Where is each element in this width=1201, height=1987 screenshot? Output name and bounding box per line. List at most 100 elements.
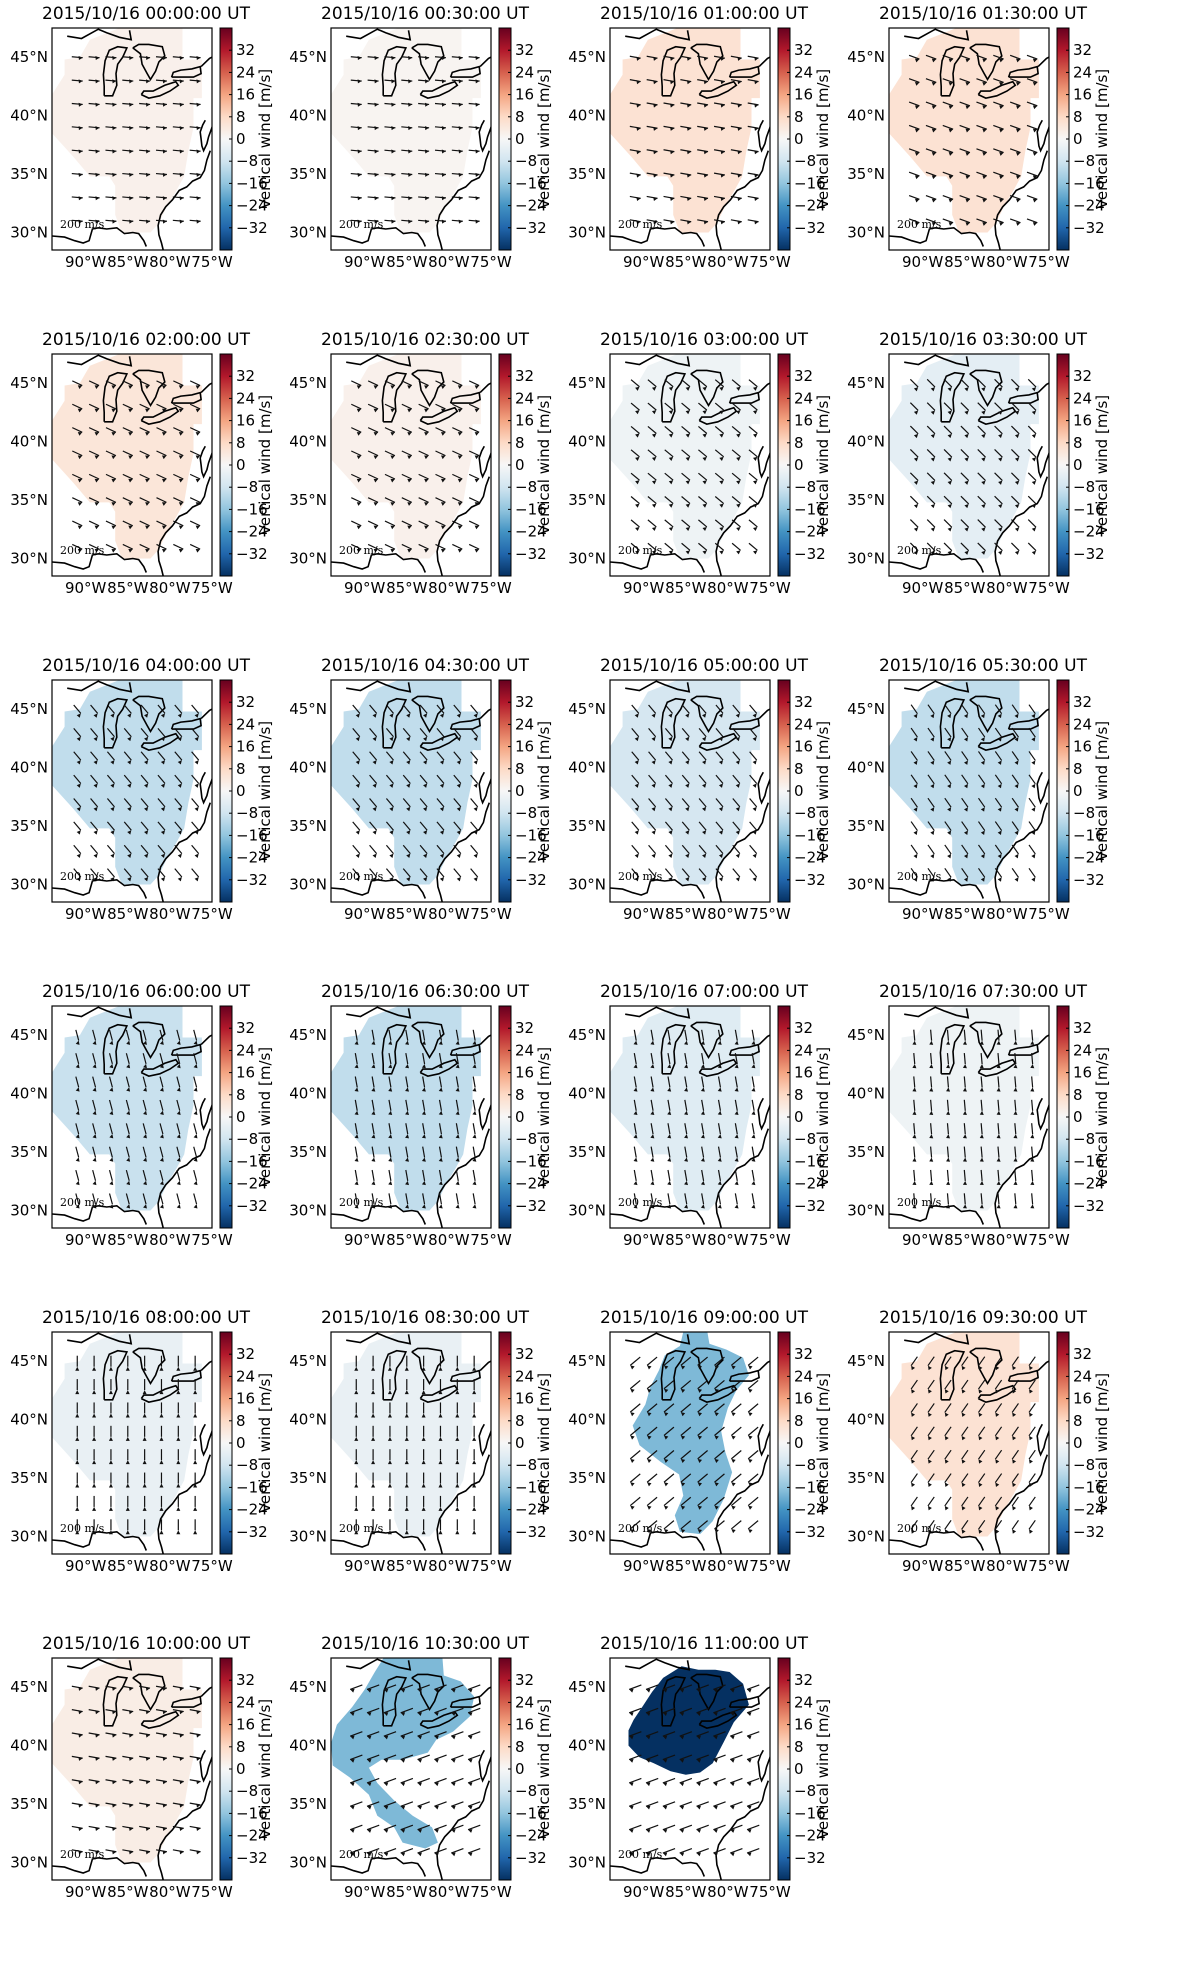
colorbar-tick-label: 0 [1073, 1108, 1083, 1126]
lat-tick-label: 30°N [568, 1853, 606, 1871]
colorbar-tick-label: 0 [236, 130, 246, 148]
colorbar-tick-label: 8 [515, 108, 525, 126]
lon-tick-label: 85°W [107, 1557, 149, 1575]
colorbar-tick-label: −24 [794, 1175, 826, 1193]
coastline [969, 695, 1003, 733]
map-panel: 2015/10/16 00:30:00 UT 200 m/s 45°N 40°N 35°… [279, 0, 558, 326]
wind-arrows [75, 1355, 198, 1535]
colorbar-tick-label: 16 [794, 738, 813, 756]
coastline [436, 1780, 491, 1880]
colorbar-tick-label: 32 [1073, 1345, 1092, 1363]
lon-tick-label: 80°W [986, 1231, 1028, 1249]
colorbar-tick-label: 16 [515, 1390, 534, 1408]
coastline [449, 1695, 481, 1708]
coastline [346, 354, 412, 367]
colorbar-tick-label: 8 [236, 1086, 246, 1104]
coastline [199, 1749, 212, 1783]
coastline [889, 20, 902, 24]
lon-tick-label: 80°W [707, 1557, 749, 1575]
colorbar-label: Vertical wind [m/s] [814, 395, 832, 535]
lat-tick-label: 45°N [568, 1352, 606, 1370]
lat-tick-label: 35°N [568, 491, 606, 509]
colorbar-tick-label: −24 [1073, 849, 1105, 867]
lat-tick-label: 35°N [568, 1795, 606, 1813]
colorbar-tick-label: 24 [515, 63, 534, 81]
colorbar-tick-label: −24 [1073, 523, 1105, 541]
colorbar-tick-label: 16 [794, 1390, 813, 1408]
colorbar-tick-label: 16 [794, 86, 813, 104]
coastline [660, 45, 687, 97]
coastline [889, 672, 902, 676]
colorbar-tick-label: 16 [236, 738, 255, 756]
lat-tick-label: 30°N [10, 875, 48, 893]
colorbar-tick-label: 32 [794, 1345, 813, 1363]
lon-tick-label: 85°W [107, 905, 149, 923]
coastline [1007, 717, 1039, 730]
lon-tick-label: 85°W [944, 1557, 986, 1575]
lon-tick-label: 85°W [107, 579, 149, 597]
quiver-key: 200 m/s [60, 1848, 105, 1861]
colorbar-label: Vertical wind [m/s] [256, 1373, 274, 1513]
coastline [52, 1324, 65, 1328]
map-svg: 200 m/s 45°N 40°N 35°N 30°N 90°W 85°W 80°W 75°W 3… [10, 346, 274, 597]
colorbar-tick-label: 24 [1073, 63, 1092, 81]
colorbar-tick-label: −16 [1073, 826, 1105, 844]
coastline [199, 119, 212, 153]
lon-tick-label: 85°W [665, 905, 707, 923]
lon-tick-label: 85°W [386, 253, 428, 271]
coastline [331, 672, 344, 676]
coastline [52, 346, 65, 350]
lat-tick-label: 35°N [10, 165, 48, 183]
coastline [969, 369, 1003, 407]
vertical-wind-field [52, 1658, 202, 1863]
map-panel: 2015/10/16 09:30:00 UT 200 m/s 45°N 40°N 35°… [837, 1304, 1116, 1630]
coastline [331, 1856, 427, 1877]
vertical-wind-field [52, 680, 202, 885]
colorbar-tick-label: 0 [794, 456, 804, 474]
coastline [698, 80, 738, 99]
lon-tick-label: 90°W [902, 579, 944, 597]
lat-tick-label: 35°N [10, 1469, 48, 1487]
coastline [660, 1023, 687, 1075]
map-panel: 2015/10/16 01:00:00 UT 200 m/s 45°N 40°N 35°… [558, 0, 837, 326]
coastline [140, 1058, 180, 1077]
map-panel: 2015/10/16 04:00:00 UT 200 m/s 45°N 40°N 35°… [0, 652, 279, 978]
wind-arrows [352, 704, 479, 882]
coastline [757, 1097, 770, 1131]
coastline [758, 56, 770, 68]
wind-arrows [351, 380, 480, 553]
colorbar-tick-label: 0 [236, 1108, 246, 1126]
colorbar-tick-label: 32 [794, 41, 813, 59]
lon-tick-label: 75°W [1028, 253, 1070, 271]
coastline [690, 1021, 724, 1059]
coastline [610, 1650, 623, 1654]
wind-arrows [349, 1684, 481, 1857]
coastline [698, 406, 738, 425]
lat-tick-label: 45°N [568, 374, 606, 392]
coastline [52, 878, 148, 899]
coastline [904, 354, 970, 367]
lon-tick-label: 75°W [191, 905, 233, 923]
colorbar-tick-label: 32 [515, 1671, 534, 1689]
coastline [479, 1360, 491, 1372]
map-panel: 2015/10/16 01:30:00 UT 200 m/s 45°N 40°N 35°… [837, 0, 1116, 326]
colorbar-tick-label: −16 [515, 500, 547, 518]
coastline [170, 717, 202, 730]
panel-title: 2015/10/16 05:00:00 UT [600, 656, 808, 676]
lat-tick-label: 40°N [847, 433, 885, 451]
colorbar-tick-label: 0 [515, 130, 525, 148]
vertical-wind-field [610, 680, 760, 885]
colorbar-label: Vertical wind [m/s] [1093, 1047, 1111, 1187]
colorbar-tick-label: 0 [236, 1760, 246, 1778]
colorbar-tick-label: 8 [236, 1412, 246, 1430]
map-panel: 2015/10/16 08:30:00 UT 200 m/s 45°N 40°N 35°… [279, 1304, 558, 1630]
colorbar-tick-label: 8 [515, 760, 525, 778]
coastline [625, 354, 691, 367]
colorbar-tick-label: −8 [1073, 152, 1095, 170]
coastline [1036, 445, 1049, 479]
map-svg: 200 m/s 45°N 40°N 35°N 30°N 90°W 85°W 80°W 75°W 3… [10, 1657, 274, 1901]
coastline [889, 1324, 902, 1328]
colorbar-tick-label: 8 [515, 1412, 525, 1430]
quiver-key: 200 m/s [60, 1196, 105, 1209]
colorbar-tick-label: −8 [236, 478, 258, 496]
